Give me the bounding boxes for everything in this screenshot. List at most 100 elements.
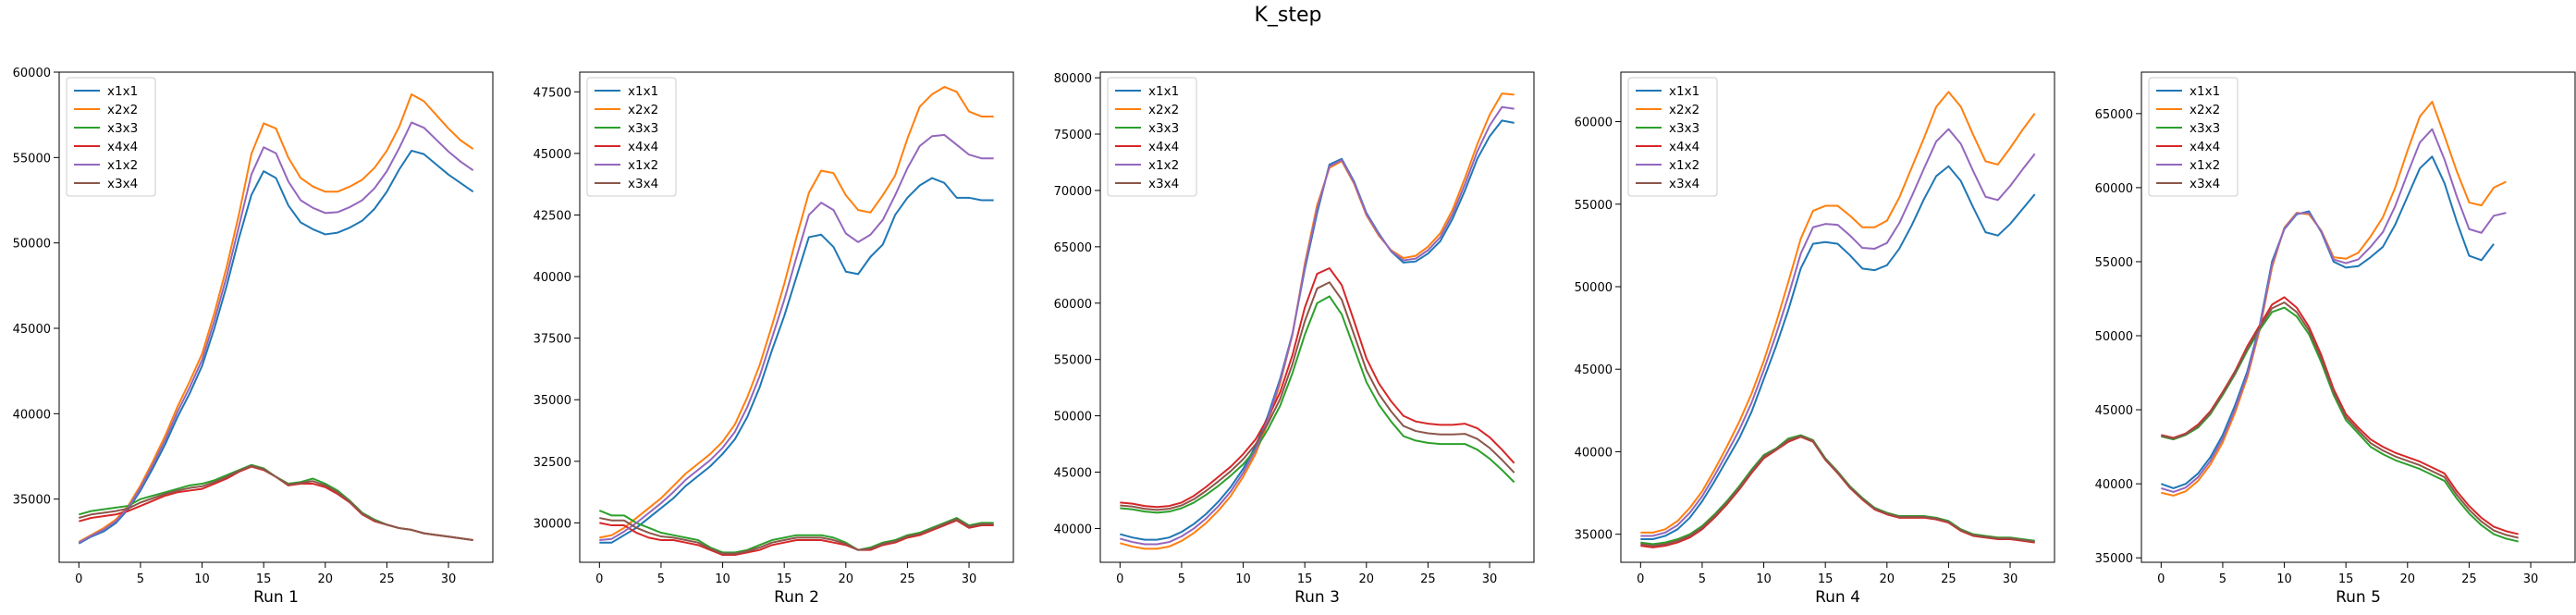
x-tick: 5 <box>137 562 144 586</box>
y-tick: 42500 <box>534 209 580 223</box>
y-tick: 60000 <box>2095 182 2141 196</box>
legend-entry-x1x2: x1x2 <box>1636 158 1699 173</box>
x-tick-label: 0 <box>595 572 603 586</box>
x-tick: 10 <box>194 562 210 586</box>
x-tick-label: 15 <box>1818 572 1834 586</box>
y-tick-label: 40000 <box>1575 446 1613 460</box>
legend-label: x1x1 <box>1669 84 1699 99</box>
series-line-x1x1 <box>1640 165 2036 541</box>
y-tick-label: 40000 <box>13 408 51 422</box>
plot-frame <box>1620 71 2055 563</box>
series-line-x4x4 <box>1640 436 2035 548</box>
x-tick: 0 <box>2157 562 2165 586</box>
legend-label: x1x1 <box>1148 84 1179 99</box>
plot-frame <box>579 71 1014 563</box>
legend-entry-x1x1: x1x1 <box>2156 84 2220 99</box>
x-tick-label: 10 <box>715 572 730 586</box>
x-tick: 25 <box>1941 562 1957 586</box>
legend-label: x2x2 <box>628 103 658 117</box>
x-axis-label: Run 1 <box>253 588 299 607</box>
y-tick-label: 65000 <box>2095 108 2133 122</box>
series-line-x4x4 <box>1120 267 1515 509</box>
x-tick: 5 <box>2219 562 2226 586</box>
y-tick: 50000 <box>1054 411 1100 424</box>
legend-label: x1x1 <box>2190 84 2220 99</box>
x-tick: 30 <box>1482 562 1497 586</box>
x-tick: 10 <box>2276 562 2292 586</box>
legend-label: x1x1 <box>628 84 658 99</box>
x-tick: 20 <box>1359 562 1374 586</box>
y-tick: 35000 <box>534 394 580 408</box>
x-tick-label: 30 <box>2003 572 2018 586</box>
x-tick: 10 <box>715 562 730 586</box>
y-tick-label: 65000 <box>1054 241 1092 255</box>
plot-frame <box>1099 71 1535 563</box>
x-tick: 15 <box>777 562 791 586</box>
x-tick-label: 25 <box>379 572 395 586</box>
x-tick: 25 <box>900 562 915 586</box>
legend-label: x1x2 <box>2190 158 2220 173</box>
legend-entry-x4x4: x4x4 <box>595 140 658 154</box>
y-tick: 60000 <box>13 67 59 80</box>
legend-label: x2x2 <box>1148 103 1179 117</box>
series-lines <box>2160 101 2519 543</box>
legend-entry-x1x1: x1x1 <box>74 84 138 99</box>
x-tick-label: 30 <box>441 572 457 586</box>
x-tick: 0 <box>75 562 82 586</box>
y-tick: 47500 <box>534 86 580 100</box>
x-tick-label: 0 <box>1637 572 1644 586</box>
legend-entry-x1x1: x1x1 <box>1636 84 1699 99</box>
y-tick: 65000 <box>1054 241 1100 255</box>
x-tick: 0 <box>595 562 603 586</box>
legend-box <box>66 77 156 197</box>
series-lines <box>1640 91 2036 548</box>
x-tick-label: 5 <box>657 572 665 586</box>
legend-label: x4x4 <box>107 140 138 154</box>
y-tick: 45000 <box>534 148 580 162</box>
legend-label: x4x4 <box>1669 140 1699 154</box>
legend-entry-x3x3: x3x3 <box>595 121 658 136</box>
legend-entry-x4x4: x4x4 <box>74 140 138 154</box>
y-tick: 35000 <box>1575 529 1621 543</box>
x-axis-label: Run 5 <box>2336 588 2381 607</box>
y-tick-label: 50000 <box>13 238 51 252</box>
y-tick: 45000 <box>13 323 59 337</box>
series-line-x1x2 <box>2161 128 2507 493</box>
y-tick-label: 45000 <box>534 148 571 162</box>
y-tick-label: 55000 <box>13 152 51 166</box>
x-tick-label: 10 <box>1235 572 1251 586</box>
legend-entry-x1x2: x1x2 <box>595 158 658 173</box>
x-axis-label: Run 3 <box>1294 588 1340 607</box>
legend-label: x3x4 <box>1148 177 1179 191</box>
legend-label: x3x3 <box>628 121 658 136</box>
series-line-x1x1 <box>599 177 994 544</box>
y-tick: 70000 <box>1054 185 1100 199</box>
legend-entry-x4x4: x4x4 <box>1115 140 1179 154</box>
y-tick: 40000 <box>534 271 580 285</box>
y-tick-label: 30000 <box>534 517 571 531</box>
y-tick-label: 35000 <box>1575 529 1613 543</box>
series-line-x1x2 <box>599 133 994 542</box>
x-tick-label: 0 <box>2157 572 2165 586</box>
y-tick: 40000 <box>13 408 59 422</box>
legend-entry-x3x4: x3x4 <box>1636 177 1699 191</box>
y-tick: 80000 <box>1054 72 1100 86</box>
legend-label: x2x2 <box>2190 103 2220 117</box>
series-line-x3x4 <box>79 464 473 541</box>
x-tick-label: 5 <box>137 572 144 586</box>
legend-label: x3x4 <box>1669 177 1699 191</box>
subplot-run-2: 0 5 10 15 20 25 30 30000 32500 35000 37500 40000 425… <box>534 71 1014 607</box>
subplot-run-3: 0 5 10 15 20 25 30 40000 45000 50000 55000 60000 650… <box>1054 71 1535 607</box>
series-line-x2x2 <box>1640 91 2036 534</box>
series-line-x1x1 <box>78 149 474 545</box>
series-lines <box>1120 92 1515 550</box>
x-tick: 0 <box>1637 562 1644 586</box>
legend: x1x1 x2x2 x3x3 x4x4 x1x2 x3x4 <box>1107 77 1197 197</box>
y-tick: 45000 <box>1054 467 1100 481</box>
x-tick: 5 <box>1699 562 1706 586</box>
legend-entry-x1x2: x1x2 <box>2156 158 2220 173</box>
x-tick: 20 <box>1880 562 1895 586</box>
y-tick: 30000 <box>534 517 580 531</box>
x-tick-label: 25 <box>900 572 915 586</box>
y-tick-label: 75000 <box>1054 129 1092 142</box>
